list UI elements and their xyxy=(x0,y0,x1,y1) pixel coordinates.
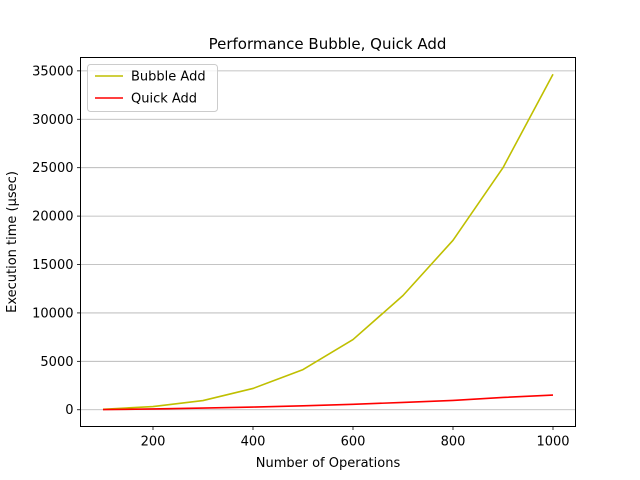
y-tick-label: 0 xyxy=(65,403,73,418)
x-tick-label: 1000 xyxy=(536,435,569,450)
y-tick-label: 15000 xyxy=(32,258,73,273)
x-tick-label: 600 xyxy=(341,435,366,450)
x-tick-label: 200 xyxy=(141,435,166,450)
y-axis-label: Execution time (μsec) xyxy=(5,171,20,313)
y-axis: 0 5000 10000 15000 20000 25000 30000 35000 xyxy=(32,64,81,418)
grid-lines xyxy=(80,70,576,411)
y-tick-label: 5000 xyxy=(40,355,73,370)
series-lines xyxy=(102,73,554,411)
x-axis-label: Number of Operations xyxy=(256,456,401,471)
legend-label: Bubble Add xyxy=(131,70,206,85)
y-tick-label: 10000 xyxy=(32,306,73,321)
x-tick-label: 400 xyxy=(241,435,266,450)
x-axis: 200 400 600 800 1000 xyxy=(141,426,570,450)
chart-title: Performance Bubble, Quick Add xyxy=(209,35,447,53)
x-tick-label: 800 xyxy=(441,435,466,450)
legend-label: Quick Add xyxy=(131,92,197,107)
y-tick-label: 35000 xyxy=(32,64,73,79)
series-line xyxy=(102,394,554,411)
y-tick-label: 25000 xyxy=(32,161,73,176)
legend: Bubble Add Quick Add xyxy=(87,64,218,112)
plot-frame xyxy=(80,57,576,427)
y-tick-label: 30000 xyxy=(32,113,73,128)
y-tick-label: 20000 xyxy=(32,210,73,225)
series-line xyxy=(102,73,554,411)
